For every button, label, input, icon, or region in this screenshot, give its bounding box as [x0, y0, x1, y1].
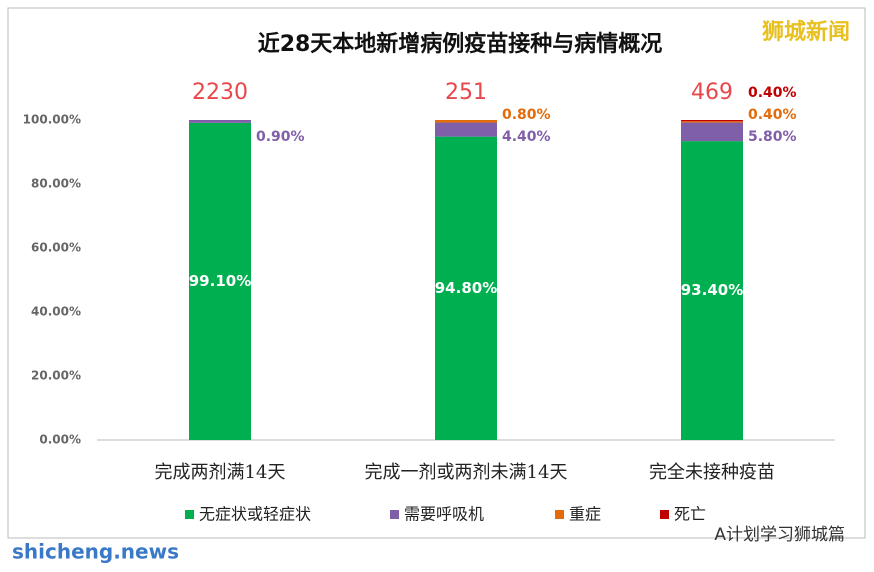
bar-segment — [681, 141, 743, 440]
data-label: 94.80% — [435, 279, 497, 297]
bar-segment — [189, 120, 251, 123]
chart-title: 近28天本地新增病例疫苗接种与病情概况 — [258, 31, 663, 57]
data-label: 93.40% — [681, 281, 743, 299]
legend-swatch — [660, 510, 669, 519]
chart-frame — [7, 7, 866, 539]
total-label: 251 — [445, 80, 487, 105]
total-label: 469 — [691, 80, 733, 105]
legend-label: 需要呼吸机 — [404, 505, 484, 524]
legend-swatch — [555, 510, 564, 519]
y-tick-label: 80.00% — [31, 177, 81, 191]
legend-label: 重症 — [569, 505, 601, 524]
bar-segment — [435, 122, 497, 137]
bar-segment — [681, 122, 743, 142]
y-tick-label: 100.00% — [23, 113, 81, 127]
y-tick-label: 40.00% — [31, 305, 81, 319]
x-tick-label: 完成两剂满14天 — [155, 462, 286, 483]
x-tick-label: 完全未接种疫苗 — [649, 462, 775, 483]
x-tick-label: 完成一剂或两剂未满14天 — [365, 462, 568, 483]
watermark: shicheng.news — [12, 540, 179, 564]
bar-segment — [435, 136, 497, 440]
y-tick-label: 0.00% — [39, 433, 81, 447]
bar-segment — [189, 122, 251, 440]
legend-swatch — [185, 510, 194, 519]
bar-segment — [681, 120, 743, 122]
data-label: 0.40% — [748, 107, 797, 123]
data-label: 0.80% — [502, 107, 551, 123]
y-tick-label: 20.00% — [31, 369, 81, 383]
bar-segment — [681, 121, 743, 123]
data-label: 0.90% — [256, 129, 305, 145]
data-label: 4.40% — [502, 129, 551, 145]
legend-swatch — [390, 510, 399, 519]
data-label: 5.80% — [748, 129, 797, 145]
data-label: 99.10% — [189, 272, 251, 290]
legend-label: 死亡 — [674, 505, 706, 524]
data-label: 0.40% — [748, 85, 797, 101]
bar-segment — [435, 120, 497, 123]
y-tick-label: 60.00% — [31, 241, 81, 255]
watermark: A计划学习狮城篇 — [714, 525, 845, 545]
watermark: 狮城新闻 — [762, 19, 850, 45]
total-label: 2230 — [192, 80, 248, 105]
legend-label: 无症状或轻症状 — [199, 505, 311, 524]
